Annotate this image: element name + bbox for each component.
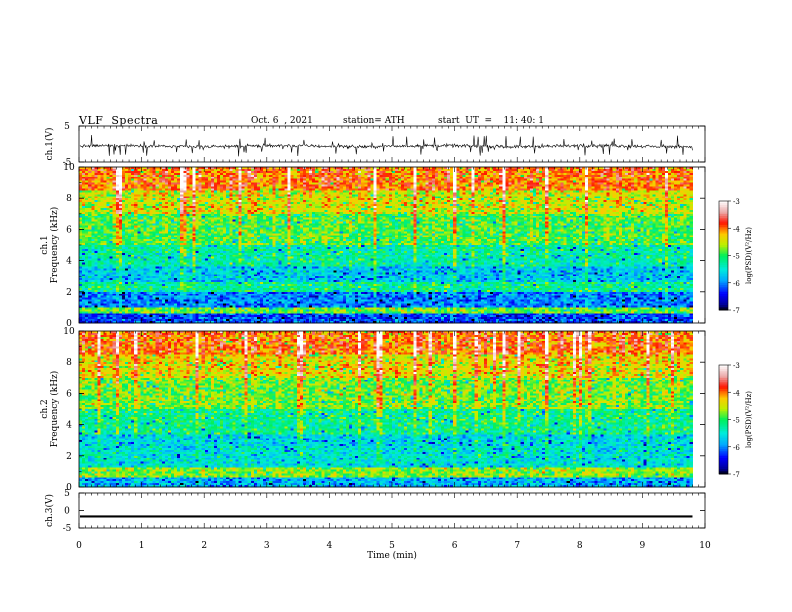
spectrogram-cells-ch2 <box>79 167 693 323</box>
plot-fill-layer <box>79 135 728 518</box>
ch1-waveform-line <box>80 135 693 156</box>
